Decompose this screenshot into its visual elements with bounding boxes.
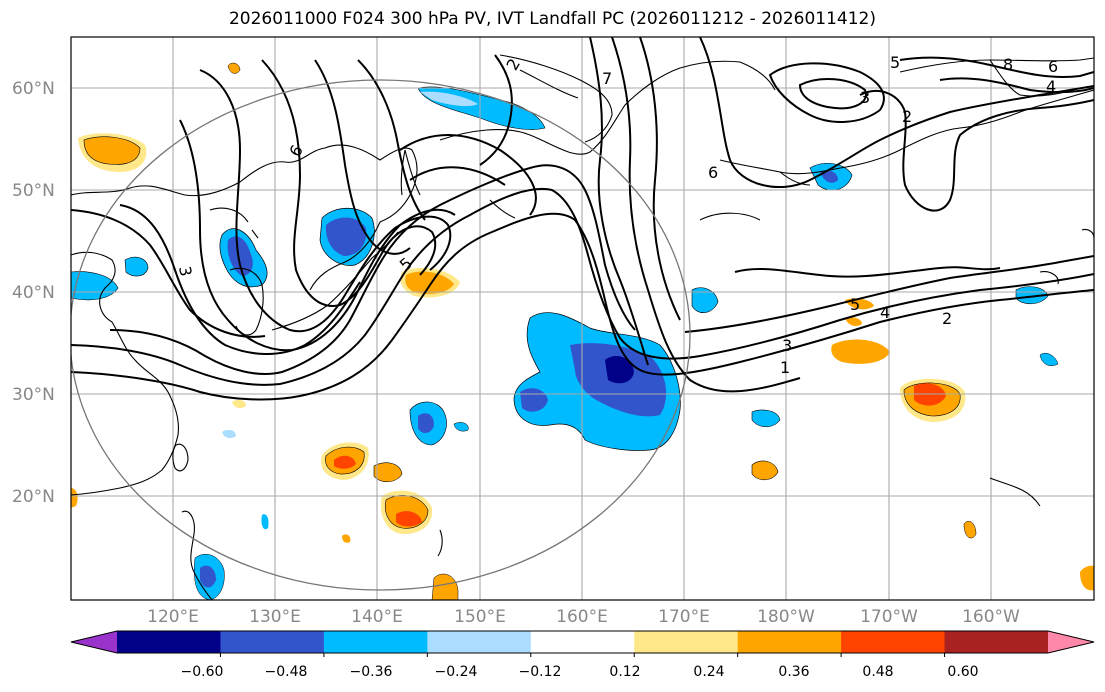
colorbar-outline xyxy=(70,630,1095,654)
negative-anomaly-west-edge xyxy=(71,271,119,301)
lon-label: 160°W xyxy=(962,607,1020,627)
lon-label: 180°W xyxy=(757,607,815,627)
lat-label: 60°N xyxy=(12,79,55,99)
colorbar-tick-label: 0.60 xyxy=(947,664,978,680)
contour-label: 7 xyxy=(602,69,612,88)
contour-label: 1 xyxy=(780,358,790,377)
lat-label: 50°N xyxy=(12,181,55,201)
colorbar-segment xyxy=(220,631,325,653)
contour-label: 2 xyxy=(942,309,952,328)
colorbar-segment xyxy=(841,631,946,653)
colorbar-segment xyxy=(323,631,428,653)
colorbar-segment xyxy=(634,631,739,653)
lon-label: 130°E xyxy=(249,607,301,627)
positive-anomaly-fills xyxy=(71,62,1094,600)
map-frame xyxy=(70,36,1095,601)
contour-label: 6 xyxy=(1048,57,1058,76)
colorbar-extend-high xyxy=(1048,631,1094,653)
lon-label: 160°E xyxy=(556,607,608,627)
contour-label: 3 xyxy=(860,88,870,107)
latitude-labels: 60°N 50°N 40°N 30°N 20°N xyxy=(12,79,55,507)
lon-label: 150°E xyxy=(454,607,506,627)
colorbar-tick-label: 0.24 xyxy=(693,664,724,680)
colorbar-tick-label: −0.60 xyxy=(181,664,224,680)
colorbar xyxy=(70,630,1095,657)
colorbar-tick-label: 0.12 xyxy=(609,664,640,680)
colorbar-segment xyxy=(117,631,221,653)
colorbar-tick-label: 0.36 xyxy=(778,664,809,680)
contour-label: 2 xyxy=(902,107,912,126)
lon-label: 170°E xyxy=(658,607,710,627)
colorbar-tick-label: −0.48 xyxy=(265,664,308,680)
lon-label: 140°E xyxy=(351,607,403,627)
pv-contours xyxy=(71,37,1094,401)
figure-title: 2026011000 F024 300 hPa PV, IVT Landfall… xyxy=(228,9,876,29)
lat-label: 40°N xyxy=(12,283,55,303)
contour-label: 5 xyxy=(850,295,860,314)
colorbar-segment xyxy=(530,631,635,653)
contour-label: 8 xyxy=(1003,55,1013,74)
colorbar-tick-label: −0.12 xyxy=(519,664,562,680)
colorbar-segment xyxy=(944,631,1049,653)
colorbar-tick-label: −0.24 xyxy=(435,664,478,680)
colorbar-tick-label: −0.36 xyxy=(350,664,393,680)
longitude-labels: 120°E 130°E 140°E 150°E 160°E 170°E 180°… xyxy=(147,607,1020,627)
contour-label: 6 xyxy=(708,163,718,182)
contour-label: 3 xyxy=(175,265,195,278)
lon-label: 120°E xyxy=(147,607,199,627)
lon-label: 170°W xyxy=(860,607,918,627)
graticule xyxy=(71,37,1094,600)
colorbar-tick-labels: −0.60 −0.48 −0.36 −0.24 −0.12 0.12 0.24 … xyxy=(181,664,979,680)
colorbar-segment xyxy=(737,631,842,653)
colorbar-tick-label: 0.48 xyxy=(862,664,893,680)
colorbar-extend-low xyxy=(71,631,117,653)
contour-label: 4 xyxy=(880,303,890,322)
contour-label: 4 xyxy=(1046,77,1056,96)
landfall-radius-circle xyxy=(71,79,691,591)
contour-label: 5 xyxy=(890,53,900,72)
coastlines xyxy=(71,54,1094,600)
colorbar-segment xyxy=(427,631,532,653)
lat-label: 20°N xyxy=(12,487,55,507)
lat-label: 30°N xyxy=(12,385,55,405)
contour-label: 3 xyxy=(782,336,792,355)
